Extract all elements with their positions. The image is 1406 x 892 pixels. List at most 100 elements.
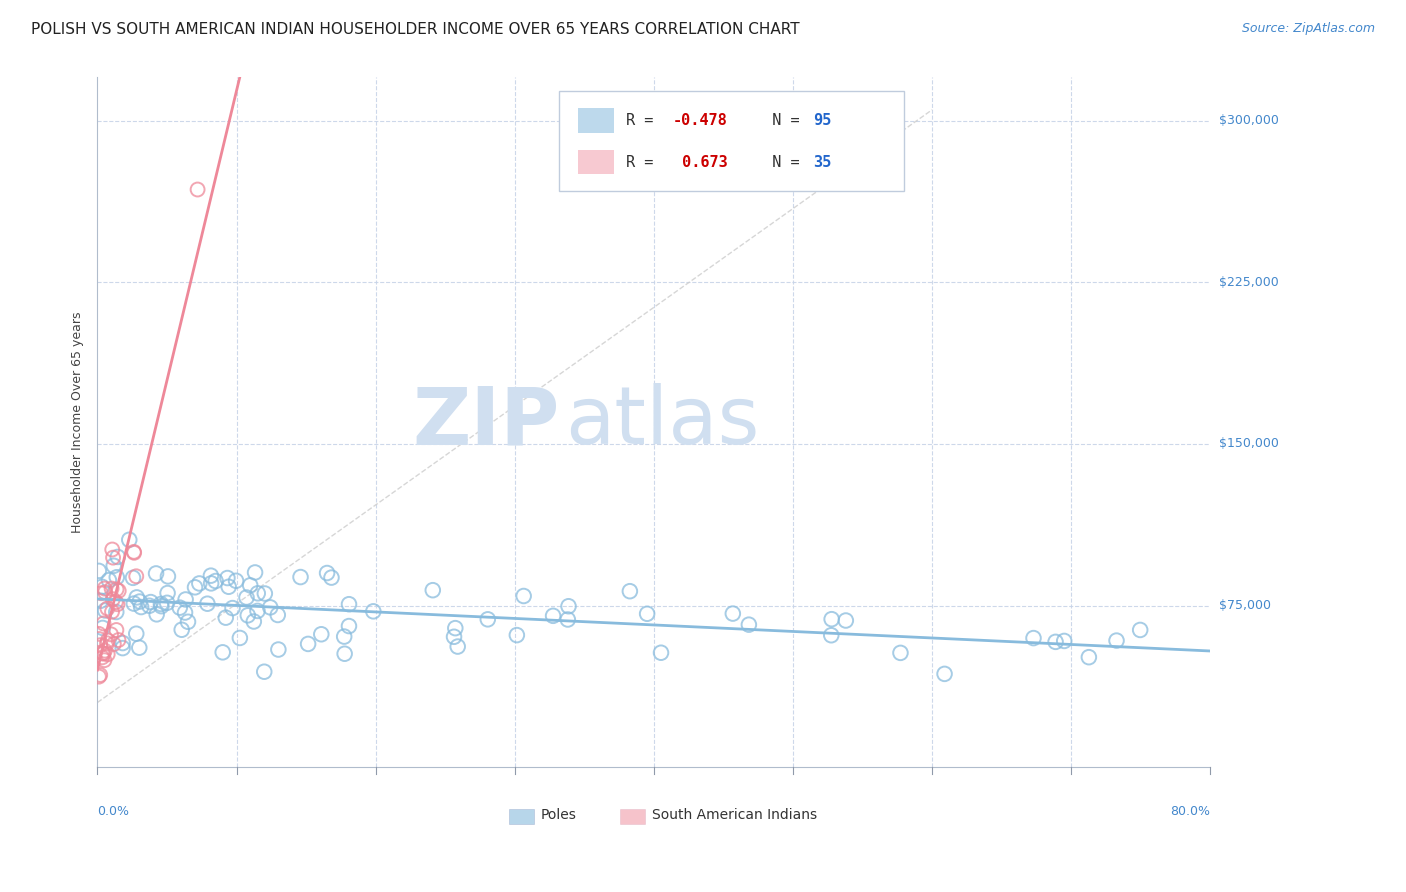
Text: R =: R = bbox=[626, 113, 662, 128]
Point bbox=[128, 594, 150, 608]
Point bbox=[177, 615, 200, 629]
Point bbox=[337, 597, 360, 611]
Point bbox=[94, 585, 117, 599]
Text: -0.478: -0.478 bbox=[673, 113, 727, 128]
Point bbox=[1053, 634, 1076, 648]
Point bbox=[87, 632, 110, 646]
Point bbox=[125, 569, 148, 583]
Point bbox=[541, 608, 564, 623]
Point bbox=[447, 640, 470, 654]
Point bbox=[211, 645, 233, 659]
Point bbox=[91, 621, 114, 635]
Text: POLISH VS SOUTH AMERICAN INDIAN HOUSEHOLDER INCOME OVER 65 YEARS CORRELATION CHA: POLISH VS SOUTH AMERICAN INDIAN HOUSEHOL… bbox=[31, 22, 800, 37]
Point bbox=[145, 607, 167, 622]
Point bbox=[650, 646, 672, 660]
Point bbox=[90, 593, 112, 607]
Point bbox=[1105, 633, 1128, 648]
Point bbox=[174, 606, 197, 620]
Point bbox=[738, 617, 761, 632]
Point bbox=[239, 578, 262, 592]
Text: N =: N = bbox=[754, 113, 808, 128]
Text: R =: R = bbox=[626, 155, 662, 169]
Point bbox=[477, 612, 499, 626]
Text: 80.0%: 80.0% bbox=[1170, 805, 1211, 818]
Point bbox=[200, 568, 222, 582]
Point bbox=[97, 633, 120, 648]
Point bbox=[125, 591, 148, 605]
Point bbox=[105, 570, 128, 584]
Point bbox=[107, 549, 129, 564]
Point bbox=[97, 648, 120, 662]
Point bbox=[87, 627, 110, 641]
FancyBboxPatch shape bbox=[578, 150, 614, 174]
Point bbox=[188, 576, 211, 591]
Text: N =: N = bbox=[754, 155, 808, 169]
Point bbox=[118, 533, 141, 547]
Point bbox=[333, 630, 356, 644]
Text: atlas: atlas bbox=[565, 384, 759, 461]
Point bbox=[1129, 623, 1152, 637]
Point bbox=[229, 631, 252, 645]
Point bbox=[721, 607, 744, 621]
Point bbox=[557, 612, 579, 626]
Point bbox=[91, 646, 114, 660]
Point bbox=[125, 626, 148, 640]
Point bbox=[1077, 650, 1099, 665]
Point bbox=[156, 586, 179, 600]
Point bbox=[215, 610, 238, 624]
Point bbox=[333, 647, 356, 661]
Point bbox=[200, 576, 222, 591]
Point bbox=[204, 574, 226, 588]
Point bbox=[422, 583, 444, 598]
Point bbox=[103, 558, 125, 573]
Point bbox=[243, 566, 266, 580]
Point bbox=[96, 601, 118, 615]
Text: 0.673: 0.673 bbox=[673, 155, 727, 169]
Point bbox=[221, 601, 243, 615]
Point bbox=[443, 630, 465, 644]
Point bbox=[169, 600, 191, 615]
Point bbox=[93, 647, 115, 661]
Point bbox=[311, 627, 333, 641]
Point bbox=[512, 589, 534, 603]
Point bbox=[90, 586, 112, 600]
Text: $150,000: $150,000 bbox=[1219, 437, 1278, 450]
Y-axis label: Householder Income Over 65 years: Householder Income Over 65 years bbox=[72, 311, 84, 533]
Text: $225,000: $225,000 bbox=[1219, 276, 1278, 289]
Point bbox=[218, 580, 240, 594]
Point bbox=[934, 666, 956, 681]
Point bbox=[150, 599, 173, 614]
Text: Poles: Poles bbox=[540, 808, 576, 822]
Text: $75,000: $75,000 bbox=[1219, 599, 1271, 612]
Point bbox=[122, 571, 145, 585]
Point bbox=[101, 605, 124, 619]
Point bbox=[820, 628, 842, 642]
Point bbox=[321, 571, 343, 585]
Point bbox=[187, 182, 209, 196]
Point bbox=[91, 650, 114, 665]
Point bbox=[267, 607, 290, 622]
Point bbox=[122, 597, 145, 611]
Point bbox=[139, 595, 162, 609]
Point bbox=[107, 597, 129, 611]
Point bbox=[105, 605, 128, 619]
Point bbox=[889, 646, 911, 660]
Point bbox=[316, 566, 339, 580]
Point bbox=[100, 582, 122, 596]
Point bbox=[290, 570, 312, 584]
FancyBboxPatch shape bbox=[620, 808, 645, 823]
Point bbox=[111, 641, 134, 656]
Point bbox=[297, 637, 319, 651]
Point bbox=[104, 595, 127, 609]
Point bbox=[444, 621, 467, 635]
Point bbox=[506, 628, 529, 642]
Point bbox=[100, 627, 122, 641]
Point bbox=[105, 582, 128, 597]
Point bbox=[184, 580, 207, 594]
Point bbox=[93, 582, 115, 596]
Point bbox=[122, 546, 145, 560]
Point bbox=[267, 642, 290, 657]
Point bbox=[94, 643, 117, 657]
Point bbox=[129, 600, 152, 615]
Point bbox=[235, 591, 257, 605]
